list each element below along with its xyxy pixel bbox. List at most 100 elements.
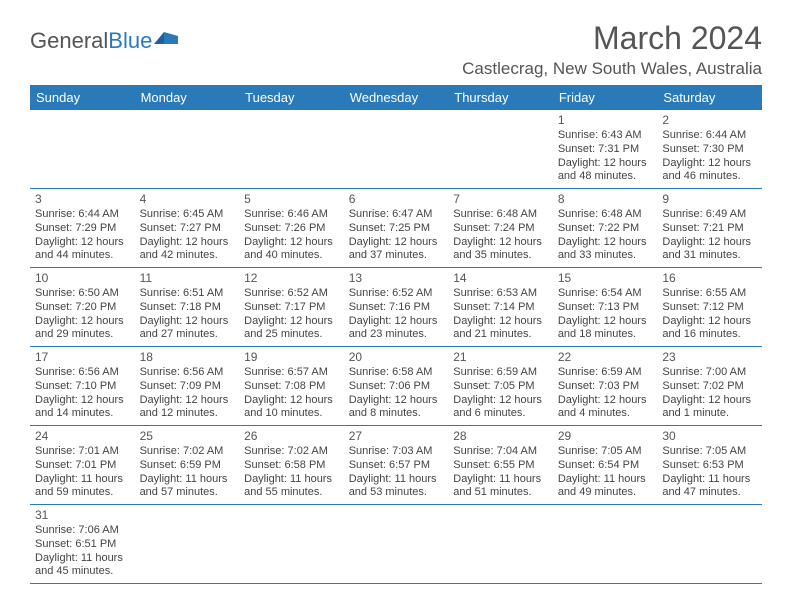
day-detail: Daylight: 12 hours [453,315,548,329]
day-detail: Sunset: 7:03 PM [558,380,653,394]
day-detail: Sunset: 7:14 PM [453,301,548,315]
calendar-cell [30,110,135,189]
calendar-table: Sunday Monday Tuesday Wednesday Thursday… [30,85,762,584]
day-detail: Sunrise: 7:05 AM [662,445,757,459]
calendar-cell: 1Sunrise: 6:43 AMSunset: 7:31 PMDaylight… [553,110,658,189]
calendar-row: 1Sunrise: 6:43 AMSunset: 7:31 PMDaylight… [30,110,762,189]
calendar-cell: 6Sunrise: 6:47 AMSunset: 7:25 PMDaylight… [344,189,449,268]
dayname: Friday [553,85,658,110]
day-detail: Sunset: 7:08 PM [244,380,339,394]
day-detail: and 8 minutes. [349,407,444,421]
calendar-cell: 31Sunrise: 7:06 AMSunset: 6:51 PMDayligh… [30,505,135,584]
calendar-row: 10Sunrise: 6:50 AMSunset: 7:20 PMDayligh… [30,268,762,347]
day-detail: Daylight: 12 hours [35,315,130,329]
day-number: 28 [453,429,548,444]
day-detail: and 59 minutes. [35,486,130,500]
day-number: 11 [140,271,235,286]
day-detail: and 1 minute. [662,407,757,421]
calendar-cell: 13Sunrise: 6:52 AMSunset: 7:16 PMDayligh… [344,268,449,347]
calendar-row: 31Sunrise: 7:06 AMSunset: 6:51 PMDayligh… [30,505,762,584]
day-detail: Daylight: 12 hours [140,315,235,329]
day-detail: Sunset: 7:10 PM [35,380,130,394]
calendar-row: 24Sunrise: 7:01 AMSunset: 7:01 PMDayligh… [30,426,762,505]
day-detail: and 40 minutes. [244,249,339,263]
day-detail: Daylight: 12 hours [558,394,653,408]
day-number: 18 [140,350,235,365]
day-detail: Daylight: 12 hours [662,394,757,408]
calendar-cell [448,110,553,189]
day-detail: Sunrise: 6:44 AM [35,208,130,222]
calendar-cell: 28Sunrise: 7:04 AMSunset: 6:55 PMDayligh… [448,426,553,505]
day-detail: Sunrise: 6:54 AM [558,287,653,301]
day-detail: Sunset: 7:01 PM [35,459,130,473]
day-number: 13 [349,271,444,286]
day-detail: Daylight: 12 hours [558,315,653,329]
calendar-cell: 24Sunrise: 7:01 AMSunset: 7:01 PMDayligh… [30,426,135,505]
month-year: March 2024 [462,20,762,57]
day-detail: and 25 minutes. [244,328,339,342]
dayname-row: Sunday Monday Tuesday Wednesday Thursday… [30,85,762,110]
day-detail: Sunrise: 7:03 AM [349,445,444,459]
day-detail: Sunrise: 7:04 AM [453,445,548,459]
day-number: 19 [244,350,339,365]
day-detail: and 42 minutes. [140,249,235,263]
calendar-cell [553,505,658,584]
day-number: 20 [349,350,444,365]
day-detail: Daylight: 11 hours [35,552,130,566]
calendar-cell: 14Sunrise: 6:53 AMSunset: 7:14 PMDayligh… [448,268,553,347]
calendar-cell: 26Sunrise: 7:02 AMSunset: 6:58 PMDayligh… [239,426,344,505]
dayname: Monday [135,85,240,110]
calendar-cell: 8Sunrise: 6:48 AMSunset: 7:22 PMDaylight… [553,189,658,268]
day-detail: Sunrise: 6:51 AM [140,287,235,301]
day-detail: Daylight: 12 hours [558,236,653,250]
day-detail: Sunset: 7:22 PM [558,222,653,236]
day-detail: Sunset: 7:31 PM [558,143,653,157]
header: GeneralBlue March 2024 Castlecrag, New S… [30,20,762,79]
day-detail: and 49 minutes. [558,486,653,500]
day-detail: Sunset: 7:20 PM [35,301,130,315]
day-detail: Daylight: 12 hours [349,236,444,250]
calendar-cell: 27Sunrise: 7:03 AMSunset: 6:57 PMDayligh… [344,426,449,505]
day-detail: Daylight: 11 hours [662,473,757,487]
day-number: 8 [558,192,653,207]
day-detail: Sunset: 7:12 PM [662,301,757,315]
day-number: 29 [558,429,653,444]
day-detail: and 14 minutes. [35,407,130,421]
day-number: 12 [244,271,339,286]
day-detail: Sunset: 7:25 PM [349,222,444,236]
day-detail: Daylight: 12 hours [662,157,757,171]
day-detail: Sunset: 6:51 PM [35,538,130,552]
dayname: Wednesday [344,85,449,110]
day-detail: Sunrise: 6:55 AM [662,287,757,301]
calendar-row: 3Sunrise: 6:44 AMSunset: 7:29 PMDaylight… [30,189,762,268]
logo-text-general: General [30,28,108,54]
day-detail: Sunrise: 6:46 AM [244,208,339,222]
day-detail: Sunrise: 7:06 AM [35,524,130,538]
day-detail: Daylight: 11 hours [244,473,339,487]
day-detail: Daylight: 12 hours [349,394,444,408]
day-detail: and 10 minutes. [244,407,339,421]
day-detail: and 27 minutes. [140,328,235,342]
day-detail: Daylight: 12 hours [244,394,339,408]
day-detail: Daylight: 11 hours [558,473,653,487]
day-detail: Sunset: 7:02 PM [662,380,757,394]
day-number: 2 [662,113,757,128]
day-number: 10 [35,271,130,286]
day-detail: Sunset: 7:30 PM [662,143,757,157]
day-number: 23 [662,350,757,365]
calendar-cell: 18Sunrise: 6:56 AMSunset: 7:09 PMDayligh… [135,347,240,426]
day-detail: and 31 minutes. [662,249,757,263]
calendar-cell: 11Sunrise: 6:51 AMSunset: 7:18 PMDayligh… [135,268,240,347]
day-detail: Sunset: 7:06 PM [349,380,444,394]
calendar-cell: 2Sunrise: 6:44 AMSunset: 7:30 PMDaylight… [657,110,762,189]
day-detail: and 33 minutes. [558,249,653,263]
day-detail: Daylight: 12 hours [453,394,548,408]
day-number: 22 [558,350,653,365]
calendar-cell: 22Sunrise: 6:59 AMSunset: 7:03 PMDayligh… [553,347,658,426]
calendar-cell [448,505,553,584]
day-detail: Sunrise: 6:49 AM [662,208,757,222]
day-number: 3 [35,192,130,207]
day-detail: Sunset: 7:27 PM [140,222,235,236]
calendar-cell: 7Sunrise: 6:48 AMSunset: 7:24 PMDaylight… [448,189,553,268]
dayname: Thursday [448,85,553,110]
